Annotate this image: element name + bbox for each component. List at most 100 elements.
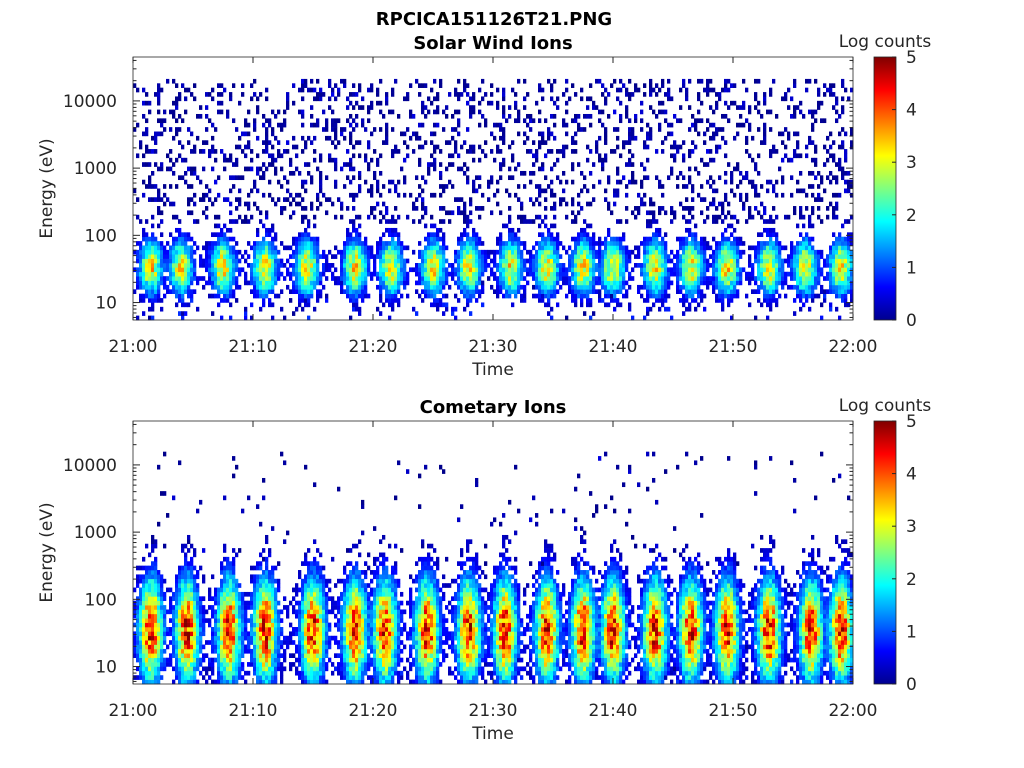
heatmap-cell [229,267,233,273]
heatmap-cell [688,227,692,233]
heatmap-cell [646,298,650,303]
heatmap-cell [847,254,851,259]
heatmap-cell [658,249,662,255]
heatmap-cell [670,210,674,216]
heatmap-cell [484,254,488,259]
heatmap-cell [580,267,584,273]
heatmap-cell [517,197,521,202]
heatmap-cell [565,280,569,286]
heatmap-cell [163,254,167,259]
heatmap-cell [712,214,716,220]
heatmap-cell [538,271,542,277]
heatmap-cell [157,267,161,273]
heatmap-cell [268,118,272,124]
heatmap-cell [397,241,401,246]
heatmap-cell [802,267,806,273]
heatmap-cell [433,157,437,163]
heatmap-cell [463,289,467,294]
heatmap-cell [475,206,479,211]
heatmap-cell [661,289,665,294]
heatmap-cell [670,166,674,172]
heatmap-cell [424,258,428,264]
heatmap-cell [763,258,767,264]
heatmap-cell [319,92,323,97]
heatmap-cell [808,280,812,286]
heatmap-cell [253,92,257,97]
heatmap-cell [523,184,527,189]
heatmap-cell [136,675,140,680]
heatmap-cell [328,263,332,268]
heatmap-cell [154,197,158,202]
heatmap-cell [367,214,371,220]
heatmap-cell [442,219,446,224]
heatmap-cell [817,258,821,264]
heatmap-cell [538,188,542,194]
heatmap-cell [676,267,680,273]
heatmap-cell [664,92,668,97]
heatmap-cell [361,284,365,290]
heatmap-cell [754,289,758,294]
heatmap-cell [799,245,803,251]
heatmap-cell [841,105,845,110]
heatmap-cell [595,267,599,273]
heatmap-cell [205,192,209,198]
heatmap-cell [340,78,344,84]
heatmap-cell [646,144,650,150]
heatmap-cell [313,276,317,281]
heatmap-cell [478,293,482,299]
heatmap-cell [484,249,488,255]
heatmap-cell [424,267,428,273]
heatmap-cell [796,254,800,259]
heatmap-cell [694,276,698,281]
heatmap-cell [541,249,545,255]
heatmap-cell [406,280,410,286]
heatmap-cell [529,127,533,132]
heatmap-cell [274,258,278,264]
heatmap-cell [604,153,608,159]
heatmap-cell [598,258,602,264]
heatmap-cell [544,241,548,246]
heatmap-cell [724,241,728,246]
heatmap-cell [178,232,182,238]
heatmap-cell [499,276,503,281]
heatmap-cell [310,249,314,255]
heatmap-cell [352,166,356,172]
heatmap-cell [469,219,473,224]
heatmap-cell [826,258,830,264]
heatmap-cell [178,113,182,119]
heatmap-cell [604,280,608,286]
heatmap-cell [796,144,800,150]
heatmap-cell [433,280,437,286]
heatmap-cell [229,153,233,159]
heatmap-cell [547,131,551,137]
heatmap-cell [340,263,344,268]
heatmap-cell [538,289,542,294]
heatmap-cell [235,249,239,255]
heatmap-cell [736,276,740,281]
heatmap-cell [811,127,815,132]
heatmap-cell [205,249,209,255]
heatmap-cell [151,254,155,259]
heatmap-cell [280,206,284,211]
heatmap-cell [607,201,611,207]
heatmap-cell [508,276,512,281]
heatmap-cell [289,263,293,268]
heatmap-cell [553,263,557,268]
heatmap-cell [649,245,653,251]
heatmap-cell [616,276,620,281]
heatmap-cell [538,118,542,124]
heatmap-cell [766,298,770,303]
heatmap-cell [247,166,251,172]
heatmap-cell [292,236,296,242]
heatmap-cell [595,280,599,286]
heatmap-cell [505,293,509,299]
heatmap-cell [721,254,725,259]
heatmap-cell [151,276,155,281]
colorbar-tick-label: 2 [906,206,917,226]
heatmap-cell [772,144,776,150]
heatmap-cell [481,96,485,102]
heatmap-cell [148,635,152,641]
heatmap-cell [784,280,788,286]
heatmap-cell [451,263,455,268]
heatmap-cell [148,675,152,680]
